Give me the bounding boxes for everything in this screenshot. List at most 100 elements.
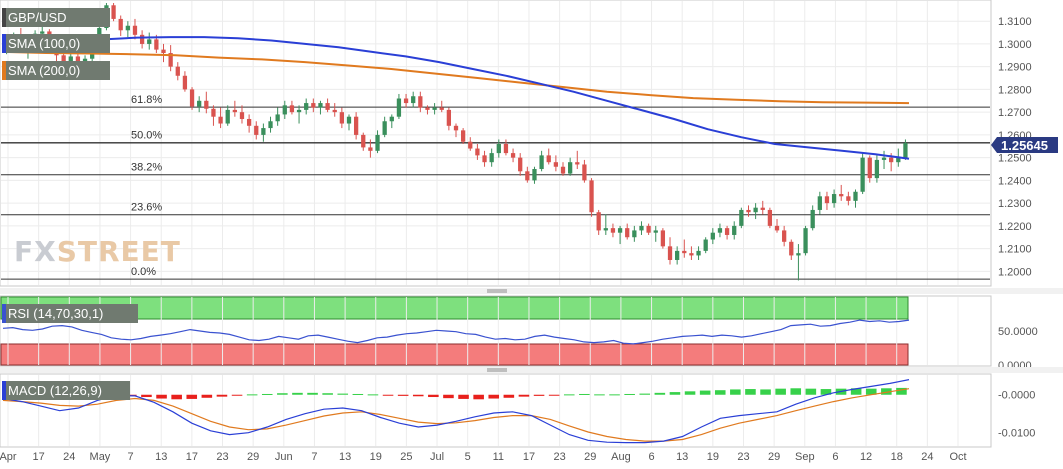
macd-panel-bg [0, 373, 992, 448]
candle-body [453, 125, 459, 131]
date-tick-label: 11 [493, 451, 504, 463]
candles [4, 3, 908, 281]
sma100-tag[interactable]: SMA (100,0) [2, 34, 110, 53]
date-tick-label: 6 [832, 451, 838, 463]
date-tick-label: 18 [891, 451, 903, 463]
candle-body [275, 114, 280, 122]
candle-body [724, 228, 730, 235]
candle-body [710, 232, 715, 240]
macd-axis: -0.0000 -0.0100 [998, 390, 1035, 440]
candle-body [403, 98, 409, 104]
date-tick-label: 24 [921, 451, 933, 463]
macd-histogram-bar [805, 388, 817, 395]
macd-histogram-bar [609, 394, 620, 396]
macd-histogram-bar [382, 394, 394, 396]
candle-body [246, 118, 252, 126]
date-tick-label: 19 [370, 451, 382, 463]
macd-tag[interactable]: MACD (12,26,9) [2, 381, 130, 400]
date-tick-label: 23 [216, 451, 228, 463]
rsi-tag[interactable]: RSI (14,70,30,1) [2, 304, 138, 323]
symbol-tag[interactable]: GBP/USD [2, 8, 110, 27]
candle-body [261, 128, 266, 135]
sma200-label: SMA (200,0) [8, 63, 81, 78]
sma100-swatch [2, 34, 6, 53]
candle-body [154, 39, 159, 50]
macd-label: MACD (12,26,9) [8, 383, 102, 398]
sma200-tag[interactable]: SMA (200,0) [2, 61, 110, 80]
macd-histogram-bar [322, 393, 333, 395]
candle-body [503, 144, 509, 154]
candle-body [132, 25, 138, 35]
candle-body [268, 121, 273, 129]
rsi-oversold-zone [0, 343, 909, 366]
candle-body [40, 31, 45, 34]
macd-histogram-bar [428, 394, 439, 398]
candle-body [660, 230, 666, 247]
macd-histogram-bar [307, 392, 318, 395]
date-axis: Apr 17 24 May 7 13 17 23 29 Jun 7 13 19 25 Jul 5 11 17 23 2… [0, 451, 967, 463]
price-tick-label: 1.2200 [998, 221, 1032, 233]
macd-histogram-bar [277, 393, 288, 395]
price-tick-label: 1.2500 [998, 153, 1032, 165]
macd-histogram-bar [201, 394, 213, 398]
macd-histogram-bar [412, 394, 424, 397]
candle-body [696, 250, 701, 256]
candle-body [68, 56, 73, 66]
candle-body [782, 230, 787, 242]
macd-histogram-bar [850, 388, 862, 395]
price-tick-label: 1.3000 [998, 39, 1032, 51]
candle-body [525, 171, 530, 181]
macd-histogram-bar [579, 393, 590, 395]
macd-histogram-bar [488, 394, 500, 399]
candle-body [831, 194, 837, 204]
date-tick-label: Oct [949, 451, 966, 463]
candle-body [589, 180, 594, 213]
price-tick-label: 1.2900 [998, 62, 1032, 74]
candle-body [682, 250, 687, 254]
macd-histogram-bar [730, 389, 741, 395]
candle-body [518, 157, 523, 172]
candle-body [739, 209, 744, 226]
candle-body [446, 109, 452, 126]
candle-body [75, 56, 81, 65]
candle-body [460, 130, 466, 142]
candle-body [346, 116, 352, 124]
candle-body [496, 144, 501, 154]
date-tick-label: 12 [860, 451, 872, 463]
macd-histogram-bar [518, 394, 530, 397]
macd-histogram-bar [443, 394, 454, 399]
candle-body [860, 157, 865, 192]
date-tick-label: 13 [339, 451, 351, 463]
candle-body [489, 153, 494, 163]
candle-body [289, 105, 295, 113]
pane-divider-2[interactable] [0, 367, 1063, 373]
price-badge: 1.25645 [991, 137, 1058, 153]
macd-histogram-bar [292, 392, 303, 395]
candle-body [717, 228, 723, 233]
candle-body [789, 241, 794, 256]
rsi-series-line [2, 319, 910, 345]
candle-body [439, 107, 444, 110]
candle-body [632, 230, 637, 238]
price-tick-label: 1.2700 [998, 107, 1032, 119]
macd-histogram-bar [216, 394, 228, 397]
candle-body [867, 157, 872, 179]
candle-body [596, 212, 601, 231]
candle-body [361, 134, 366, 148]
date-tick-label: 5 [465, 451, 471, 463]
pane-divider-1[interactable] [0, 288, 1063, 294]
candle-body [254, 125, 259, 135]
candle-body [111, 5, 116, 19]
macd-histogram-bar [458, 394, 469, 399]
macd-histogram-bar [156, 394, 167, 399]
candle-body [824, 196, 830, 204]
candle-body [753, 207, 758, 213]
date-tick-label: 7 [311, 451, 317, 463]
macd-lines [2, 379, 910, 444]
candle-body [667, 246, 673, 260]
candle-body [889, 157, 894, 163]
candle-body [560, 166, 566, 174]
price-tick-label: 1.2800 [998, 84, 1032, 96]
candle-body [118, 18, 123, 31]
